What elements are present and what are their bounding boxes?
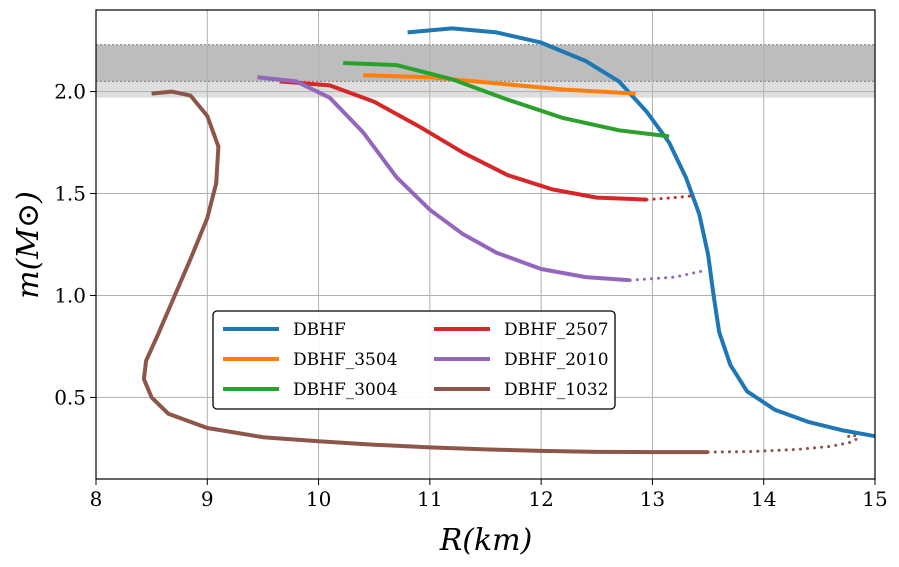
x-tick-label: 15 — [862, 487, 887, 511]
x-tick-label: 9 — [201, 487, 214, 511]
legend-label-dbhf: DBHF — [293, 320, 346, 340]
legend-label-dbhf-3504: DBHF_3504 — [293, 350, 398, 370]
legend-label-dbhf-2010: DBHF_2010 — [504, 350, 609, 370]
legend-label-dbhf-3004: DBHF_3004 — [293, 380, 398, 400]
x-axis-label: R(km) — [439, 523, 533, 558]
series-line-dbhf-3004 — [343, 61, 670, 139]
y-tick-label: 1.0 — [54, 283, 86, 307]
series-dotted-dbhf-2507 — [645, 194, 697, 202]
x-tick-label: 12 — [528, 487, 553, 511]
y-axis-label: m(M⊙) — [11, 191, 46, 299]
y-tick-label: 1.5 — [54, 182, 86, 206]
series-line-dbhf — [407, 26, 876, 439]
x-axis-ticks: 8 9 10 11 12 13 14 15 — [90, 479, 888, 511]
series-lines — [141, 26, 876, 455]
plot-frame — [95, 9, 876, 480]
series-line-dbhf-2010 — [257, 75, 631, 283]
legend-label-dbhf-1032: DBHF_1032 — [504, 380, 609, 400]
legend-box — [212, 310, 616, 410]
x-tick-label: 10 — [306, 487, 331, 511]
x-tick-label: 14 — [751, 487, 776, 511]
x-tick-label: 8 — [90, 487, 103, 511]
series-dotted-dbhf-1032 — [706, 432, 862, 454]
constraint-band-0 — [96, 44, 875, 82]
legend-label-dbhf-2507: DBHF_2507 — [504, 320, 609, 340]
x-tick-label: 13 — [640, 487, 665, 511]
legend: DBHF DBHF_3504 DBHF_3004 DBHF_2507 DBHF_2010… — [212, 310, 616, 410]
series-line-dbhf-2507 — [279, 79, 647, 202]
y-tick-label: 0.5 — [54, 385, 86, 409]
x-tick-label: 11 — [417, 487, 442, 511]
y-tick-label: 2.0 — [54, 80, 86, 104]
series-dotted-dbhf-2010 — [628, 269, 704, 282]
series-line-dbhf-1032 — [141, 89, 709, 455]
series-line-dbhf-3504 — [363, 73, 636, 96]
y-axis-ticks: 0.5 1.0 1.5 2.0 — [54, 80, 96, 409]
